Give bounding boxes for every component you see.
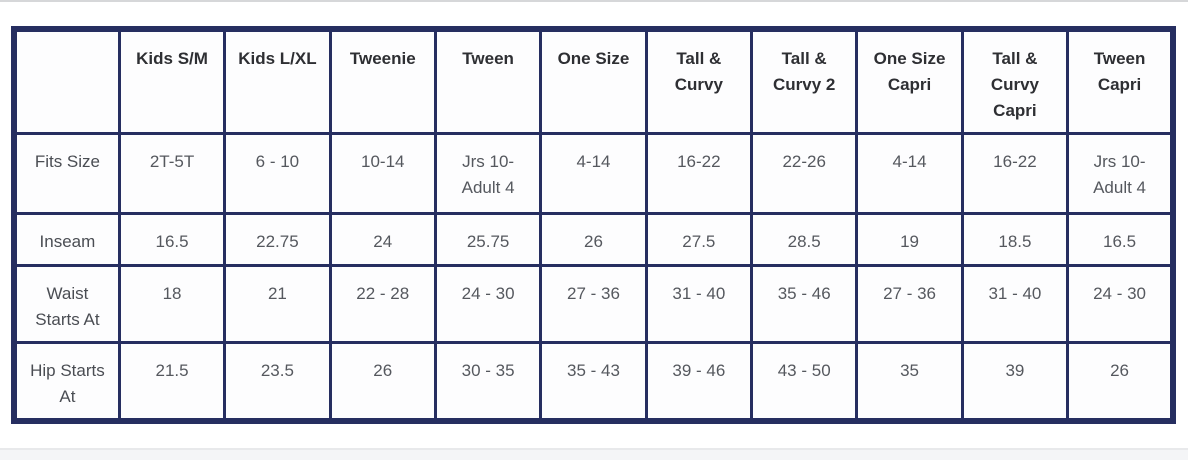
- table-cell: 31 - 40: [644, 264, 754, 344]
- table-row-fits-size: Fits Size 2T-5T 6 - 10 10-14 Jrs 10-Adul…: [12, 132, 1175, 215]
- table-cell: 22-26: [750, 132, 859, 215]
- size-chart-table: Kids S/M Kids L/XL Tweenie Tween One Siz…: [11, 26, 1176, 424]
- table-row-waist-starts-at: Waist Starts At 18 21 22 - 28 24 - 30 27…: [12, 264, 1175, 344]
- table-cell: 16.5: [1066, 212, 1175, 267]
- header-row: Kids S/M Kids L/XL Tweenie Tween One Siz…: [12, 27, 1175, 135]
- table-cell: 26: [1066, 341, 1175, 423]
- table-cell: 24 - 30: [1066, 264, 1175, 344]
- row-label: Inseam: [12, 212, 121, 267]
- table-cell: 35: [855, 341, 964, 423]
- table-cell: 35 - 46: [750, 264, 859, 344]
- table-cell: 26: [328, 341, 437, 423]
- table-cell: 10-14: [328, 132, 437, 215]
- table-cell: 24: [328, 212, 437, 267]
- table-cell: 27 - 36: [539, 264, 648, 344]
- table-cell: 26: [539, 212, 648, 267]
- column-header-kids-sm: Kids S/M: [117, 27, 227, 135]
- table-cell: 16.5: [117, 212, 227, 267]
- column-header-tall-curvy: Tall & Curvy: [644, 27, 754, 135]
- table-cell: 16-22: [644, 132, 754, 215]
- table-row-inseam: Inseam 16.5 22.75 24 25.75 26 27.5 28.5 …: [12, 212, 1175, 267]
- table-cell: 22.75: [223, 212, 332, 267]
- column-header-tall-curvy-capri: Tall & Curvy Capri: [960, 27, 1070, 135]
- corner-cell: [12, 27, 121, 135]
- column-header-kids-lxl: Kids L/XL: [223, 27, 332, 135]
- table-cell: 27 - 36: [855, 264, 964, 344]
- table-cell: 30 - 35: [433, 341, 543, 423]
- column-header-one-size-capri: One Size Capri: [855, 27, 964, 135]
- table-cell: 21.5: [117, 341, 227, 423]
- table-cell: 35 - 43: [539, 341, 648, 423]
- row-label: Hip Starts At: [12, 341, 121, 423]
- table-cell: 21: [223, 264, 332, 344]
- top-divider: [0, 0, 1188, 2]
- table-row-hip-starts-at: Hip Starts At 21.5 23.5 26 30 - 35 35 - …: [12, 341, 1175, 423]
- table-cell: 4-14: [539, 132, 648, 215]
- table-cell: 25.75: [433, 212, 543, 267]
- column-header-tweenie: Tweenie: [328, 27, 437, 135]
- table-cell: 18: [117, 264, 227, 344]
- column-header-tween-capri: Tween Capri: [1066, 27, 1175, 135]
- table-cell: 22 - 28: [328, 264, 437, 344]
- row-label: Fits Size: [12, 132, 121, 215]
- column-header-one-size: One Size: [539, 27, 648, 135]
- row-label: Waist Starts At: [12, 264, 121, 344]
- table-cell: Jrs 10-Adult 4: [1066, 132, 1175, 215]
- table-cell: 43 - 50: [750, 341, 859, 423]
- table-cell: 27.5: [644, 212, 754, 267]
- table-cell: Jrs 10-Adult 4: [433, 132, 543, 215]
- table-cell: 39: [960, 341, 1070, 423]
- table-cell: 2T-5T: [117, 132, 227, 215]
- table-cell: 16-22: [960, 132, 1070, 215]
- table-cell: 28.5: [750, 212, 859, 267]
- table-cell: 23.5: [223, 341, 332, 423]
- table-cell: 31 - 40: [960, 264, 1070, 344]
- table-cell: 39 - 46: [644, 341, 754, 423]
- column-header-tween: Tween: [433, 27, 543, 135]
- column-header-tall-curvy-2: Tall & Curvy 2: [750, 27, 859, 135]
- bottom-section-divider: [0, 448, 1188, 460]
- table-cell: 18.5: [960, 212, 1070, 267]
- table-cell: 19: [855, 212, 964, 267]
- table-cell: 6 - 10: [223, 132, 332, 215]
- table-cell: 4-14: [855, 132, 964, 215]
- table-cell: 24 - 30: [433, 264, 543, 344]
